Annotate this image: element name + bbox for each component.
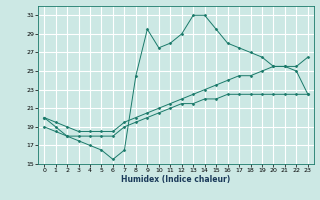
X-axis label: Humidex (Indice chaleur): Humidex (Indice chaleur): [121, 175, 231, 184]
